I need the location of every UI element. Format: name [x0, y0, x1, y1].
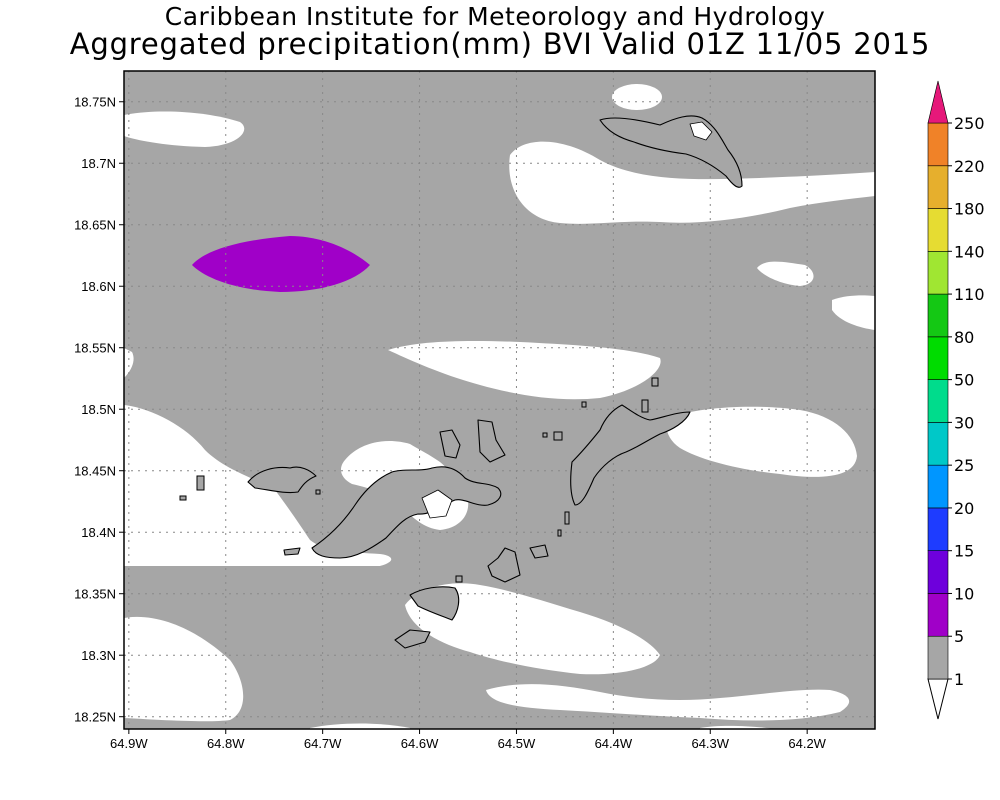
plot-frame: [123, 70, 876, 730]
colorbar-label: 20: [954, 499, 974, 518]
x-tick-label: 64.6W: [401, 736, 439, 751]
y-tick-label: 18.7N: [81, 156, 116, 171]
colorbar-segment: [927, 251, 949, 295]
x-tick-label: 64.9W: [110, 736, 148, 751]
colorbar-segment: [927, 422, 949, 466]
colorbar-label: 180: [954, 200, 985, 219]
chart-title-line2: Aggregated precipitation(mm) BVI Valid 0…: [69, 27, 931, 61]
colorbar-label: 80: [954, 328, 974, 347]
x-tick-label: 64.8W: [207, 736, 245, 751]
colorbar-upper-triangle: [927, 80, 949, 124]
island-virgin-gorda: [570, 404, 691, 506]
island-salt-cooper: [487, 547, 521, 583]
y-tick-label: 18.45N: [74, 464, 116, 479]
y-tick-label: 18.5N: [81, 402, 116, 417]
x-tick-label: 64.4W: [595, 736, 633, 751]
y-tick-label: 18.3N: [81, 648, 116, 663]
colorbar-segment: [927, 165, 949, 209]
colorbar-label: 15: [954, 542, 974, 561]
y-tick-label: 18.75N: [74, 95, 116, 110]
colorbar-lower-triangle: [927, 678, 949, 720]
colorbar-label: 5: [954, 627, 964, 646]
x-tick-label: 64.7W: [304, 736, 342, 751]
colorbar-label: 30: [954, 413, 974, 432]
y-axis: 18.75N 18.7N 18.65N 18.6N 18.55N 18.5N 18.45N 1…: [74, 95, 124, 725]
island-little-thatch: [283, 547, 301, 556]
island-peter: [394, 629, 431, 649]
island-ginger: [529, 544, 549, 559]
colorbar-segment: [927, 336, 949, 380]
grid-lines: [124, 71, 875, 729]
colorbar-label: 110: [954, 285, 985, 304]
colorbar-segment: [927, 593, 949, 637]
y-tick-label: 18.35N: [74, 587, 116, 602]
island-guana: [439, 429, 461, 459]
y-tick-label: 18.55N: [74, 341, 116, 356]
precip-cell-5-10: [192, 236, 370, 292]
island-tortola: [311, 466, 502, 559]
y-tick-label: 18.25N: [74, 710, 116, 725]
colorbar-label: 250: [954, 114, 985, 133]
chart-title-line1: Caribbean Institute for Meteorology and …: [164, 2, 826, 31]
islands: [247, 115, 743, 649]
colorbar-label: 220: [954, 157, 985, 176]
island-jost-van-dyke: [247, 466, 317, 494]
colorbar-segment: [927, 122, 949, 167]
y-tick-label: 18.6N: [81, 279, 116, 294]
islets: [179, 377, 659, 583]
colorbar-label: 25: [954, 456, 974, 475]
island-norman: [409, 586, 460, 621]
colorbar-label: 140: [954, 242, 985, 261]
colorbar-segment: [927, 293, 949, 338]
colorbar-segment: [927, 635, 949, 680]
map-field: [124, 71, 875, 729]
island-great-camanoe: [477, 419, 506, 463]
x-tick-label: 64.5W: [498, 736, 536, 751]
colorbar-segment: [927, 464, 949, 509]
colorbar-segment: [927, 507, 949, 551]
y-tick-label: 18.4N: [81, 525, 116, 540]
colorbar-label: 50: [954, 371, 974, 390]
x-axis: 64.9W 64.8W 64.7W 64.6W 64.5W 64.4W 64.3W 64.2W: [110, 729, 827, 751]
colorbar-segment: [927, 208, 949, 252]
colorbar-label: 10: [954, 584, 974, 603]
y-tick-label: 18.65N: [74, 218, 116, 233]
colorbar-segment: [927, 550, 949, 594]
colorbar-label: 1: [954, 670, 964, 689]
x-tick-label: 64.2W: [788, 736, 826, 751]
colorbar-segment: [927, 379, 949, 423]
x-tick-label: 64.3W: [691, 736, 729, 751]
